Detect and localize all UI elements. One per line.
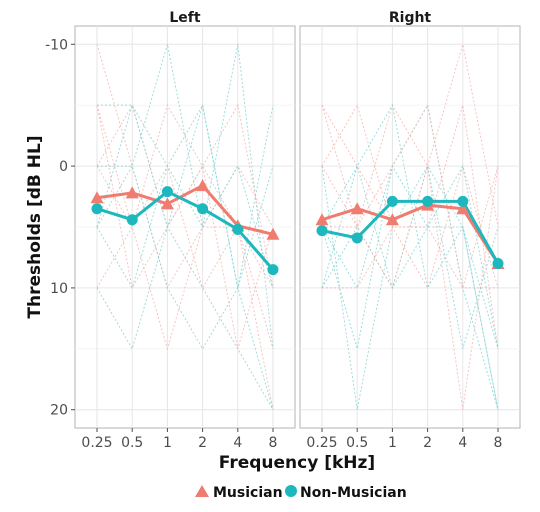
series-line-musician [96, 184, 274, 236]
individual-line [321, 103, 499, 349]
individual-line [96, 164, 274, 350]
point-non-musician [267, 264, 279, 276]
point-non-musician [457, 195, 469, 207]
point-musician [350, 202, 364, 215]
panel-left-title: Left [169, 10, 201, 26]
point-musician [315, 213, 329, 226]
individual-line [96, 225, 274, 410]
series-line-non-musician [96, 190, 275, 271]
x-tick-label: 2 [198, 435, 207, 451]
point-non-musician [232, 223, 244, 235]
x-tick-label: 4 [233, 435, 242, 451]
point-non-musician [492, 258, 504, 270]
y-tick-label: 0 [59, 159, 68, 175]
x-tick-label: 4 [458, 435, 467, 451]
y-tick-label: 20 [50, 403, 68, 419]
y-tick-label: 10 [50, 281, 68, 297]
mean-series [90, 179, 505, 276]
individual-line [321, 103, 499, 349]
x-tick-label: 0.25 [81, 435, 112, 451]
x-tick-label: 1 [388, 435, 397, 451]
point-non-musician [351, 232, 363, 244]
point-musician [385, 213, 399, 226]
legend-non-musician-circle-icon [285, 485, 297, 497]
point-musician [125, 186, 139, 199]
individual-line [96, 103, 274, 289]
point-musician [266, 227, 280, 240]
individual-line [322, 165, 499, 290]
legend: Musician Non-Musician [195, 485, 407, 501]
individual-line [96, 225, 274, 410]
series-line-non-musician [321, 199, 500, 265]
individual-line [97, 44, 274, 289]
point-musician [456, 202, 470, 215]
y-axis-ticks: -10 0 10 20 [45, 37, 75, 419]
legend-non-musician-label: Non-Musician [300, 485, 407, 501]
point-musician [90, 191, 104, 204]
individual-line [321, 165, 499, 410]
x-tick-label: 0.25 [306, 435, 337, 451]
point-non-musician [126, 214, 138, 226]
x-tick-label: 8 [269, 435, 278, 451]
y-axis-title: Thresholds [dB HL] [25, 135, 45, 318]
x-tick-label: 0.5 [346, 435, 368, 451]
legend-musician-label: Musician [213, 485, 283, 501]
point-non-musician [316, 225, 328, 237]
x-axis-ticks: 0.25 0.5 1 2 4 8 0.25 0.5 1 2 4 8 [81, 428, 502, 451]
point-non-musician [197, 203, 209, 215]
individual-line [321, 44, 499, 290]
point-non-musician [91, 203, 103, 215]
x-axis-title: Frequency [kHz] [219, 453, 375, 473]
x-tick-label: 0.5 [121, 435, 143, 451]
individual-line [96, 103, 274, 289]
point-musician [160, 197, 174, 210]
individual-lines [96, 44, 499, 410]
grid-lines [75, 26, 520, 428]
panel-right-title: Right [389, 10, 432, 26]
point-non-musician [422, 195, 434, 207]
point-non-musician [386, 195, 398, 207]
x-tick-label: 2 [423, 435, 432, 451]
y-tick-label: -10 [45, 37, 68, 53]
individual-line [321, 164, 499, 349]
point-musician [196, 179, 210, 192]
series-line-musician [321, 203, 500, 265]
x-tick-label: 1 [163, 435, 172, 451]
individual-line [96, 105, 274, 349]
individual-line [322, 103, 498, 289]
x-tick-label: 8 [494, 435, 503, 451]
point-non-musician [161, 186, 173, 198]
legend-musician-triangle-icon [195, 485, 209, 497]
